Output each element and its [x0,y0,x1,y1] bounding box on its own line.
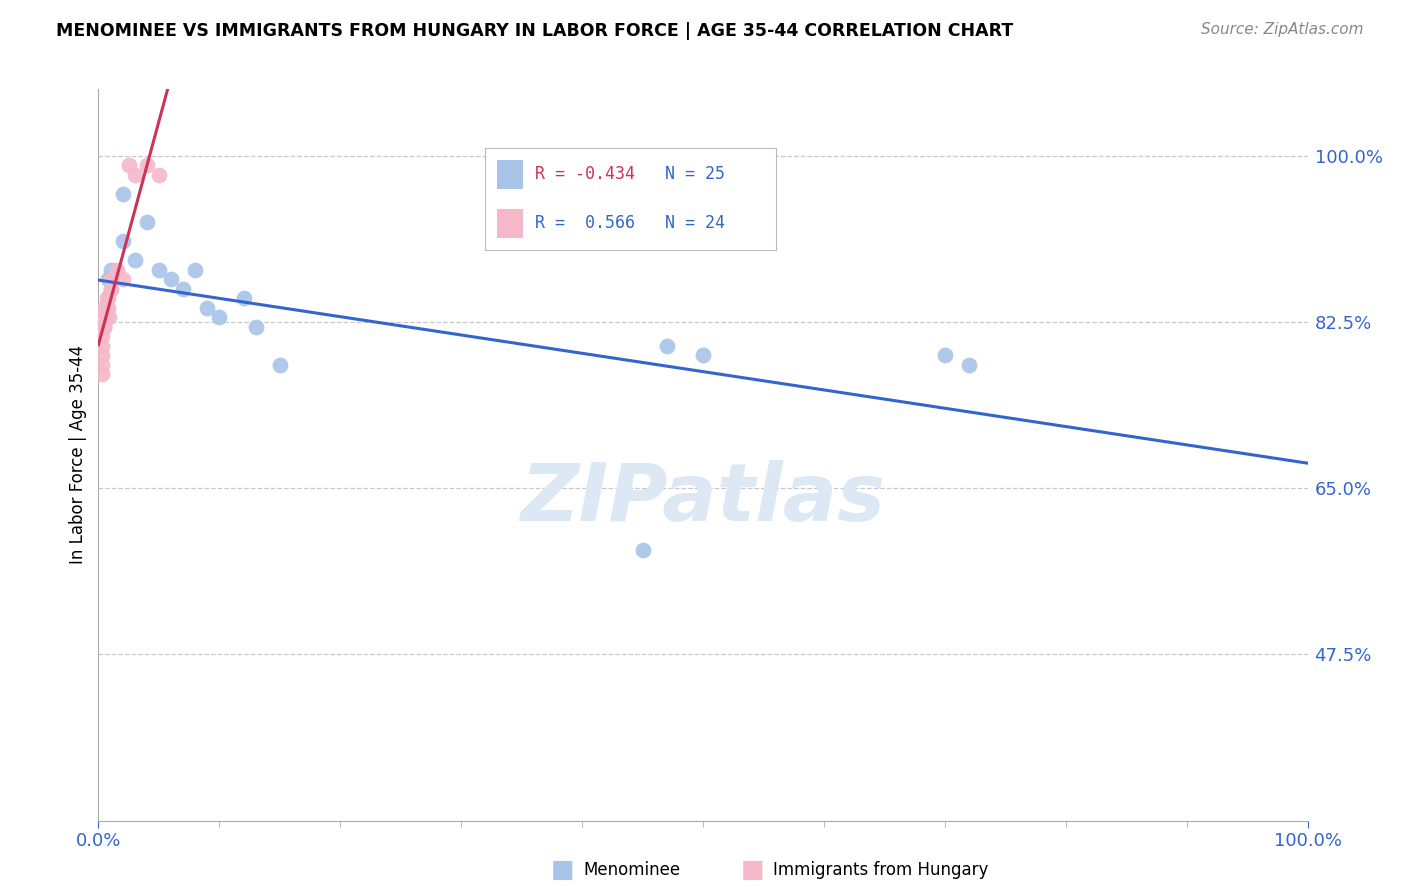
Point [91,329,114,343]
Point [105,262,128,277]
Point [111,186,134,201]
Point [91,319,114,334]
Point [93,319,115,334]
Point [631,542,654,557]
Bar [496,160,523,189]
Point [269,358,291,372]
Point [111,272,134,286]
Point [97,272,120,286]
Point [118,158,141,172]
Point [957,358,980,372]
Text: ■: ■ [551,858,574,881]
Point [94,310,117,325]
Point [195,301,218,315]
Point [91,367,114,381]
Point [96,301,118,315]
Point [124,168,146,182]
Point [124,253,146,268]
Point [135,215,157,229]
Point [93,301,115,315]
Text: ZIPatlas: ZIPatlas [520,459,886,538]
Point [148,168,170,182]
Point [91,348,114,362]
Point [160,272,183,286]
Point [245,319,267,334]
Point [111,234,134,248]
Point [172,282,194,296]
Text: ■: ■ [741,858,763,881]
Text: Menominee: Menominee [583,861,681,879]
Point [655,339,678,353]
Point [184,262,207,277]
Point [692,348,714,362]
Point [100,272,122,286]
Point [96,291,118,305]
Point [91,319,114,334]
Text: R = -0.434: R = -0.434 [534,165,634,184]
Point [100,282,122,296]
Point [97,301,120,315]
Point [98,310,121,325]
Text: R =  0.566: R = 0.566 [534,214,634,233]
Point [91,358,114,372]
Point [97,291,120,305]
Text: Immigrants from Hungary: Immigrants from Hungary [773,861,988,879]
Bar [496,209,523,238]
Point [208,310,231,325]
Text: Source: ZipAtlas.com: Source: ZipAtlas.com [1201,22,1364,37]
Point [93,310,115,325]
Text: N = 25: N = 25 [665,165,725,184]
Point [91,339,114,353]
Point [100,282,122,296]
Point [148,262,170,277]
Point [91,310,114,325]
Point [232,291,254,305]
Point [93,301,115,315]
Text: N = 24: N = 24 [665,214,725,233]
Point [100,262,122,277]
Text: MENOMINEE VS IMMIGRANTS FROM HUNGARY IN LABOR FORCE | AGE 35-44 CORRELATION CHAR: MENOMINEE VS IMMIGRANTS FROM HUNGARY IN … [56,22,1014,40]
Point [135,158,157,172]
Point [93,310,115,325]
Y-axis label: In Labor Force | Age 35-44: In Labor Force | Age 35-44 [69,345,87,565]
Point [93,319,115,334]
Point [934,348,956,362]
